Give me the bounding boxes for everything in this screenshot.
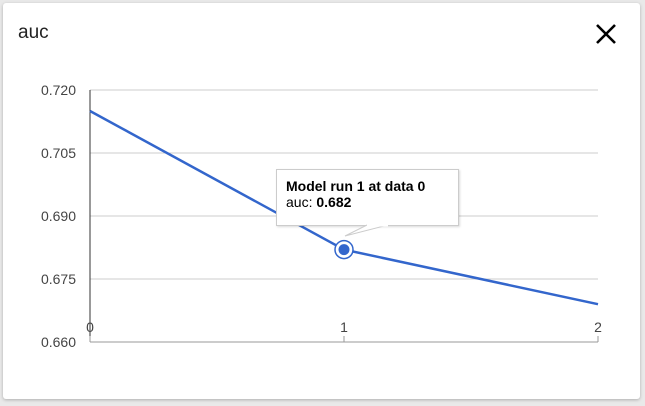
x-tick-label: 1 <box>340 319 348 335</box>
tooltip-label: auc: <box>286 194 313 210</box>
y-tick-label: 0.660 <box>41 334 76 350</box>
x-tick-label: 2 <box>594 319 602 335</box>
tooltip-value: 0.682 <box>316 194 352 210</box>
y-tick-label: 0.720 <box>41 82 76 98</box>
y-tick-label: 0.675 <box>41 271 76 287</box>
y-tick-label: 0.705 <box>41 145 76 161</box>
dialog-title: auc <box>18 22 49 43</box>
tooltip-title: Model run 1 at data 0 <box>286 178 426 194</box>
y-tick-label: 0.690 <box>41 208 76 224</box>
x-tick-label: 0 <box>86 319 94 335</box>
tooltip: Model run 1 at data 0 auc: 0.682 <box>276 169 459 226</box>
close-icon[interactable] <box>592 20 620 48</box>
data-point <box>338 244 350 256</box>
